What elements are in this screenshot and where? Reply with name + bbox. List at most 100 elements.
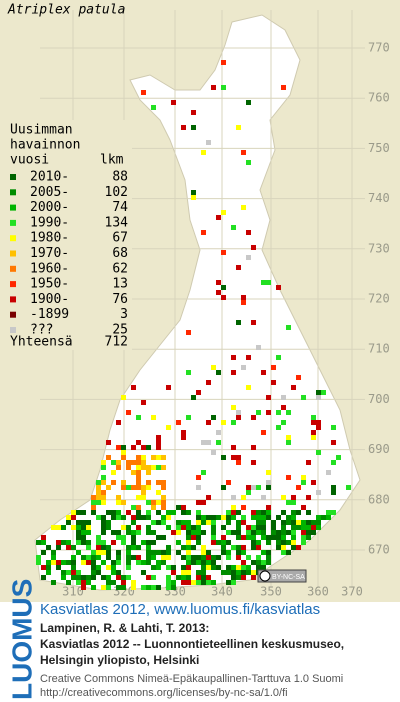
occurrence-square (261, 510, 266, 515)
occurrence-square (106, 585, 111, 590)
occurrence-square (76, 535, 81, 540)
occurrence-square (136, 545, 141, 550)
occurrence-square (201, 570, 206, 575)
occurrence-square (241, 495, 246, 500)
legend-label: 2010- (30, 170, 69, 185)
occurrence-square (91, 500, 96, 505)
occurrence-square (91, 565, 96, 570)
occurrence-square (301, 540, 306, 545)
occurrence-square (201, 580, 206, 585)
legend-swatch (10, 311, 16, 318)
legend-swatch (10, 296, 16, 303)
occurrence-square (96, 540, 101, 545)
occurrence-square (311, 420, 316, 425)
occurrence-square (191, 545, 196, 550)
occurrence-square (91, 510, 96, 515)
occurrence-square (76, 525, 81, 530)
occurrence-square (156, 500, 161, 505)
occurrence-square (261, 560, 266, 565)
occurrence-square (186, 370, 191, 375)
occurrence-square (126, 545, 131, 550)
atlas-link[interactable]: Kasviatlas 2012, www.luomus.fi/kasviatla… (40, 601, 320, 618)
occurrence-square (186, 330, 191, 335)
occurrence-square (126, 460, 131, 465)
occurrence-square (126, 410, 131, 415)
occurrence-square (136, 465, 141, 470)
occurrence-square (96, 500, 101, 505)
occurrence-square (166, 585, 171, 590)
occurrence-square (331, 490, 336, 495)
occurrence-square (141, 485, 146, 490)
occurrence-square (211, 530, 216, 535)
occurrence-square (226, 580, 231, 585)
occurrence-square (201, 470, 206, 475)
occurrence-square (291, 535, 296, 540)
occurrence-square (201, 565, 206, 570)
occurrence-square (116, 585, 121, 590)
y-grid-label: 760 (368, 91, 390, 105)
occurrence-square (281, 535, 286, 540)
legend-count: 134 (105, 215, 129, 230)
occurrence-square (316, 425, 321, 430)
occurrence-square (281, 495, 286, 500)
occurrence-square (76, 550, 81, 555)
occurrence-square (271, 535, 276, 540)
occurrence-square (111, 460, 116, 465)
occurrence-square (81, 525, 86, 530)
occurrence-square (166, 525, 171, 530)
occurrence-square (101, 465, 106, 470)
occurrence-square (196, 500, 201, 505)
occurrence-square (226, 555, 231, 560)
occurrence-square (136, 455, 141, 460)
occurrence-square (331, 440, 336, 445)
occurrence-square (36, 540, 41, 545)
occurrence-square (131, 545, 136, 550)
occurrence-square (86, 555, 91, 560)
occurrence-square (236, 410, 241, 415)
occurrence-square (116, 515, 121, 520)
occurrence-square (141, 400, 146, 405)
occurrence-square (146, 510, 151, 515)
occurrence-square (196, 475, 201, 480)
license-url[interactable]: http://creativecommons.org/licenses/by-n… (40, 687, 288, 699)
y-grid-label: 750 (368, 141, 390, 155)
occurrence-square (251, 525, 256, 530)
occurrence-square (161, 500, 166, 505)
occurrence-square (131, 585, 136, 590)
occurrence-square (71, 565, 76, 570)
occurrence-square (296, 520, 301, 525)
occurrence-square (166, 515, 171, 520)
occurrence-square (246, 160, 251, 165)
occurrence-square (131, 530, 136, 535)
occurrence-square (156, 490, 161, 495)
citation-line: Kasviatlas 2012 -- Luonnontieteellinen k… (40, 637, 344, 651)
occurrence-square (126, 550, 131, 555)
occurrence-square (191, 530, 196, 535)
occurrence-square (91, 560, 96, 565)
occurrence-square (181, 575, 186, 580)
occurrence-square (156, 510, 161, 515)
occurrence-square (171, 565, 176, 570)
occurrence-square (146, 465, 151, 470)
occurrence-square (231, 565, 236, 570)
occurrence-square (261, 495, 266, 500)
y-grid-label: 740 (368, 191, 390, 205)
occurrence-square (211, 535, 216, 540)
occurrence-square (61, 525, 66, 530)
occurrence-square (326, 510, 331, 515)
occurrence-square (281, 540, 286, 545)
occurrence-square (321, 390, 326, 395)
occurrence-square (61, 570, 66, 575)
y-grid-label: 730 (368, 241, 390, 255)
occurrence-square (101, 520, 106, 525)
occurrence-square (41, 565, 46, 570)
occurrence-square (256, 485, 261, 490)
occurrence-square (36, 555, 41, 560)
occurrence-square (131, 460, 136, 465)
license-badge[interactable]: BY-NC-SA (257, 569, 307, 583)
occurrence-square (296, 510, 301, 515)
occurrence-square (331, 510, 336, 515)
occurrence-square (236, 125, 241, 130)
occurrence-square (191, 555, 196, 560)
occurrence-square (256, 345, 261, 350)
